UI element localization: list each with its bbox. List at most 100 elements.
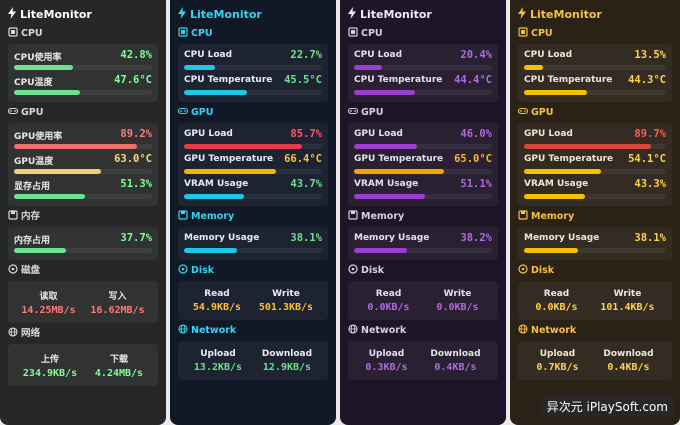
stat-value: 0.0KB/s [367,302,410,313]
metric-row: GPU Load 89.7% [524,127,666,152]
metric-value: 42.8% [120,49,152,61]
metric-value: 43.7% [290,178,322,190]
section-header-cpu: CPU [178,26,328,41]
metric-value: 47.6°C [114,74,152,86]
section-box-disk: Read 54.9KB/s Write 501.3KB/s [178,281,328,320]
metric-bar-track [184,248,322,253]
metric-label: CPU Load [524,50,573,60]
section-header-memory: 内存 [8,209,158,224]
section-box-network: Upload 13.2KB/s Download 12.9KB/s [178,341,328,380]
lightning-icon [518,6,530,24]
section-box-cpu: CPU使用率 42.8% CPU温度 47.6°C [8,44,158,102]
network-icon [348,323,361,339]
section-label: 网络 [21,328,41,339]
metric-bar-fill [354,248,407,253]
metric-label: GPU Load [354,129,403,139]
metric-row: Memory Usage 38.1% [524,231,666,256]
metric-value: 38.1% [634,232,666,244]
stat-value: 0.0KB/s [436,302,479,313]
section-header-memory: Memory [518,209,672,224]
metric-bar-track [14,144,152,149]
metric-bar-fill [184,144,303,149]
section-header-disk: Disk [178,263,328,278]
metric-bar-track [14,194,152,199]
metric-label: 内存占用 [14,236,51,246]
metric-label: VRAM Usage [524,179,589,189]
section-box-network: Upload 0.3KB/s Download 0.4KB/s [348,341,498,380]
metric-bar-track [524,194,666,199]
stat-label: Download [603,349,654,359]
metric-bar-track [354,169,492,174]
metric-row: CPU Load 13.5% [524,48,666,73]
metric-bar-track [354,194,492,199]
metric-bar-fill [14,194,85,199]
metric-bar-fill [524,65,544,70]
metric-row: 内存占用 37.7% [14,231,152,256]
section-box-disk: 读取 14.25MB/s 写入 16.62MB/s [8,281,158,323]
network-right-stat: Download 0.4KB/s [430,349,480,373]
metric-row: VRAM Usage 51.1% [354,177,492,202]
metric-bar-track [524,65,666,70]
section-label: Network [361,325,407,336]
metric-bar-fill [524,194,586,199]
stat-value: 234.9KB/s [22,368,78,379]
metric-bar-fill [524,248,579,253]
section-header-network: Network [348,323,498,339]
metric-bar-track [184,65,322,70]
metric-bar-track [184,90,322,95]
disk-icon [518,263,531,279]
metric-value: 51.1% [460,178,492,190]
metric-bar-fill [354,65,383,70]
stat-value: 501.3KB/s [258,302,314,313]
metric-row: 显存占用 51.3% [14,177,152,202]
section-box-gpu: GPU Load 46.0% GPU Temperature 65.0°C VRAM U… [348,123,498,206]
section-header-network: Network [518,323,672,338]
metric-bar-fill [354,194,425,199]
stat-label: Write [272,289,300,299]
metric-row: CPU Load 20.4% [354,48,492,73]
section-label: 内存 [21,211,41,222]
metric-value: 13.5% [634,49,666,61]
metric-bar-fill [14,65,74,70]
disk-left-stat: 读取 14.25MB/s [21,289,75,316]
disk-right-stat: Write 0.0KB/s [436,289,478,313]
metric-row: Memory Usage 38.2% [354,231,492,256]
memory-icon [178,209,191,225]
section-header-gpu: GPU [347,106,498,120]
disk-left-stat: Read 0.0KB/s [535,289,577,313]
stat-value: 0.4KB/s [434,362,477,373]
stat-label: Upload [200,349,236,359]
section-label: CPU [361,28,383,39]
metric-value: 89.2% [120,128,152,140]
metric-label: GPU Load [184,129,233,139]
watermark-label: 异次元 iPlaySoft.com [540,396,674,417]
metric-bar-track [14,65,152,70]
stat-value: 12.9KB/s [262,362,312,373]
network-left-stat: 上传 234.9KB/s [23,352,77,379]
metric-label: CPU Temperature [184,75,273,85]
section-header-gpu: GPU [517,106,672,121]
monitor-panel-purple-theme: LiteMonitor CPU CPU Load 20.4% CPU Temperatu… [340,0,506,425]
metric-row: Memory Usage 38.1% [184,231,322,256]
section-label: CPU [21,28,43,39]
metric-value: 22.7% [290,49,322,61]
metric-label: VRAM Usage [354,179,419,189]
metric-value: 65.0°C [454,153,492,165]
section-label: Disk [191,265,215,276]
metric-row: GPU Temperature 65.0°C [354,152,492,177]
network-right-stat: Download 12.9KB/s [262,349,312,373]
metric-bar-track [184,169,322,174]
metric-row: GPU Load 85.7% [184,127,322,152]
lightning-icon [348,6,360,24]
gpu-icon [7,106,21,121]
metric-label: 显存占用 [14,182,51,192]
network-right-stat: 下载 4.24MB/s [95,352,143,379]
section-header-cpu: CPU [8,26,158,41]
metric-bar-track [354,65,492,70]
stat-label: Read [375,289,402,299]
stat-label: 下载 [109,355,128,365]
disk-right-stat: Write 501.3KB/s [259,289,313,313]
metric-bar-fill [524,90,587,95]
section-label: Network [531,325,577,336]
gpu-icon [517,106,531,121]
